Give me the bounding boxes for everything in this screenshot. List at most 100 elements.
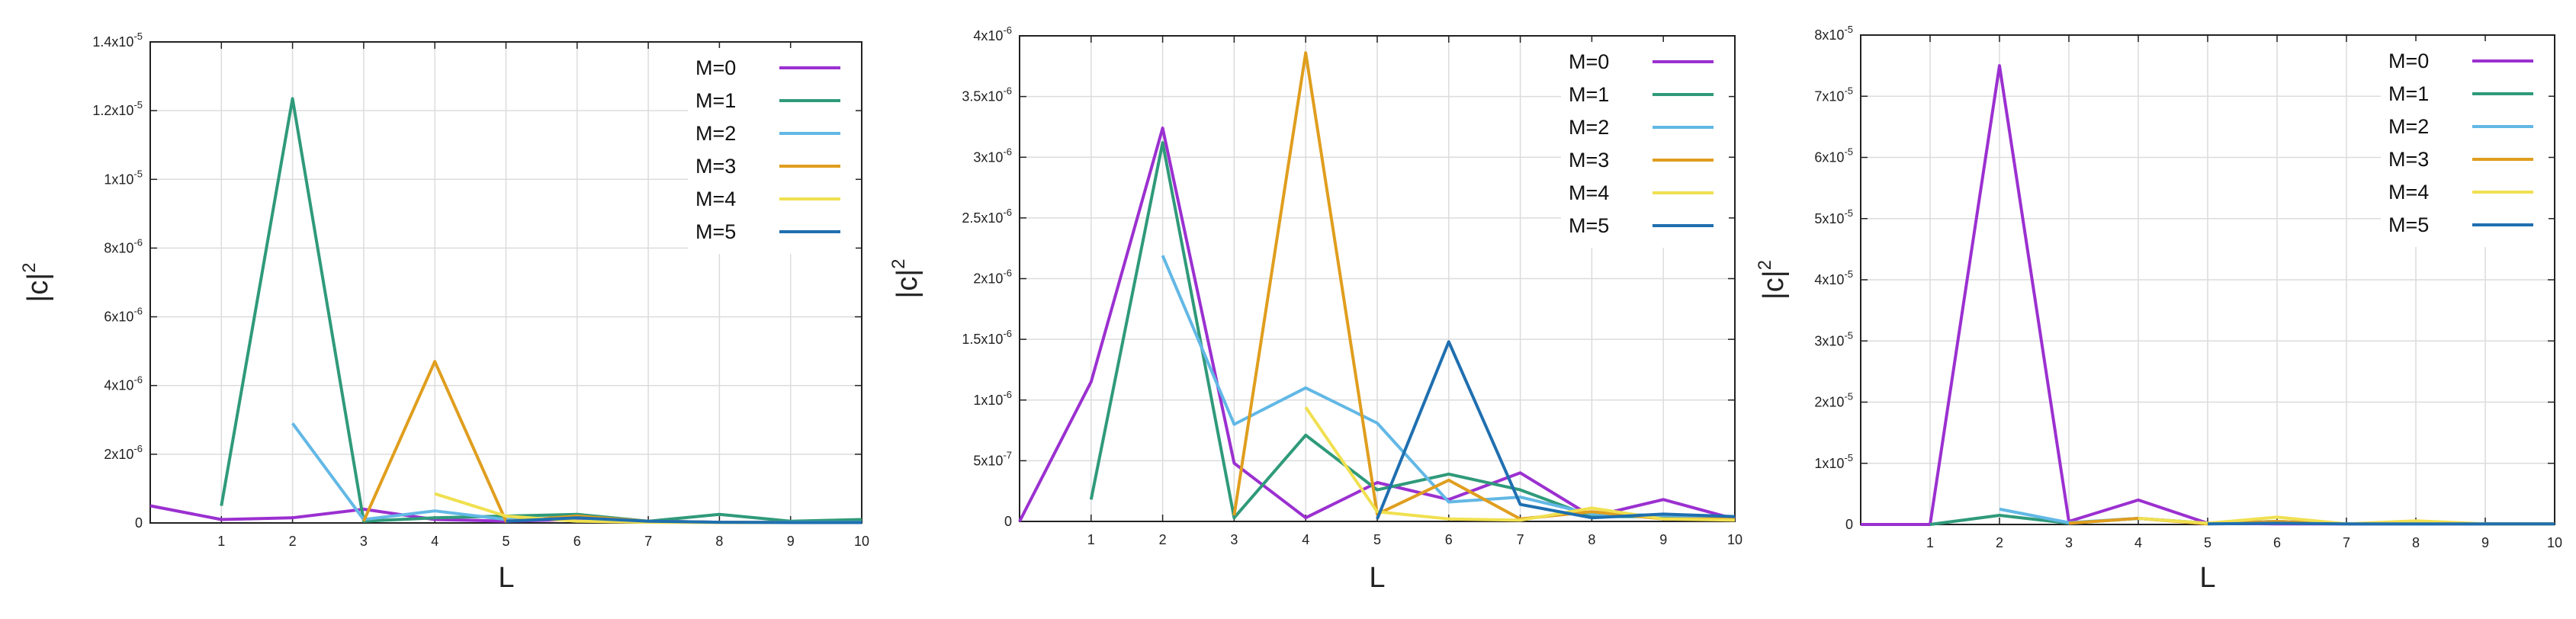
y-tick-label-base: 1.4x10 — [92, 34, 133, 50]
x-tick-label: 2 — [289, 534, 297, 549]
y-axis-title-base: |c| — [22, 273, 54, 303]
x-tick-label: 4 — [1302, 532, 1309, 547]
x-tick-label: 8 — [1588, 532, 1595, 547]
legend-background — [2381, 41, 2549, 247]
x-axis-title: L — [498, 562, 514, 594]
y-tick-label-base: 1x10 — [1814, 456, 1844, 471]
y-tick-label-exponent: -5 — [133, 168, 143, 179]
x-tick-label: 1 — [1087, 532, 1095, 547]
y-tick-label: 3.5x10-6 — [962, 85, 1012, 104]
y-tick-label-base: 1x10 — [104, 172, 133, 187]
y-tick-label-exponent: -5 — [1844, 85, 1853, 96]
y-tick-label-base: 2x10 — [104, 447, 133, 462]
y-tick-label-base: 3x10 — [1814, 333, 1844, 348]
chart-panel-2: 1 2 3 4 5 6 7 8 9 1005x10-71x10-61.5x10-62x10-62.… — [888, 24, 1742, 594]
series-line-m5 — [2207, 521, 2555, 526]
y-tick-label-exponent: -6 — [133, 306, 143, 317]
y-tick-label-exponent: -6 — [1003, 146, 1012, 157]
y-tick-label-exponent: -6 — [1003, 24, 1012, 36]
x-tick-label: 10 — [2547, 535, 2562, 550]
legend: M=0 M=1 M=2 M=3 M=4 M=5 — [2381, 41, 2549, 247]
y-tick-label-base: 0 — [135, 515, 143, 531]
y-tick-label-exponent: -5 — [133, 99, 143, 111]
y-tick-label: 2.5x10-6 — [962, 207, 1012, 226]
x-tick-label: 10 — [1727, 532, 1742, 547]
x-tick-label: 7 — [1517, 532, 1524, 547]
y-tick-label: 7x10-5 — [1814, 85, 1853, 104]
y-tick-label: 1.4x10-5 — [92, 30, 143, 50]
y-tick-label: 5x10-5 — [1814, 207, 1853, 226]
legend: M=0 M=1 M=2 M=3 M=4 M=5 — [688, 48, 856, 254]
series-line-m5 — [506, 516, 862, 524]
y-tick-label-base: 7x10 — [1814, 88, 1844, 104]
y-tick-label-exponent: -5 — [1844, 207, 1853, 219]
legend-label: M=1 — [2388, 82, 2429, 105]
y-axis-title-base: |c| — [891, 269, 923, 299]
y-tick-label-exponent: -6 — [133, 443, 143, 454]
y-tick-label: 5x10-7 — [973, 449, 1012, 468]
y-tick-label-base: 3.5x10 — [962, 89, 1003, 104]
y-tick-label-base: 4x10 — [104, 378, 133, 393]
legend-label: M=3 — [695, 155, 736, 178]
y-tick-label: 0 — [1845, 517, 1853, 532]
legend-background — [688, 48, 856, 254]
y-tick-label-exponent: -6 — [1003, 85, 1012, 97]
x-tick-label: 1 — [1926, 535, 1934, 550]
x-tick-label: 5 — [2204, 535, 2211, 550]
y-tick-label-exponent: -7 — [1003, 449, 1012, 460]
x-tick-label: 8 — [715, 534, 723, 549]
x-tick-label: 7 — [2343, 535, 2350, 550]
y-axis-title: |c|2 — [888, 258, 923, 298]
y-tick-label-exponent: -6 — [1003, 328, 1012, 339]
y-tick-label-base: 8x10 — [104, 240, 133, 255]
legend-label: M=4 — [1569, 181, 1609, 204]
x-tick-label: 6 — [573, 534, 581, 549]
y-tick-label-exponent: -6 — [1003, 268, 1012, 279]
chart-panel-1: 1 2 3 4 5 6 7 8 9 1002x10-64x10-66x10-68x10-61x10… — [19, 30, 869, 594]
y-axis-title: |c|2 — [19, 262, 54, 302]
legend-label: M=0 — [1569, 50, 1609, 73]
x-tick-label: 4 — [2134, 535, 2142, 550]
y-axis-title: |c|2 — [1755, 260, 1790, 300]
y-tick-label-base: 6x10 — [1814, 150, 1844, 165]
y-tick-label-exponent: -6 — [133, 374, 143, 386]
x-tick-label: 7 — [644, 534, 652, 549]
y-tick-label-base: 4x10 — [973, 28, 1003, 43]
y-tick-label: 2x10-6 — [104, 443, 143, 462]
series-line-m1 — [220, 97, 862, 523]
legend-label: M=2 — [2388, 115, 2429, 138]
x-tick-label: 8 — [2412, 535, 2420, 550]
y-tick-label: 6x10-6 — [104, 306, 143, 325]
y-tick-label: 3x10-5 — [1814, 329, 1853, 348]
legend-label: M=3 — [2388, 148, 2429, 171]
y-tick-label-base: 1x10 — [973, 393, 1003, 408]
legend-label: M=2 — [1569, 116, 1609, 139]
y-tick-label-base: 8x10 — [1814, 27, 1844, 43]
y-tick-label-base: 5x10 — [1814, 211, 1844, 226]
x-tick-label: 3 — [2065, 535, 2073, 550]
legend-label: M=2 — [695, 122, 736, 145]
x-tick-label: 3 — [360, 534, 368, 549]
y-tick-label-base: 1.5x10 — [962, 332, 1003, 347]
y-tick-label: 1x10-6 — [973, 389, 1012, 408]
legend-label: M=0 — [695, 56, 736, 79]
legend-label: M=1 — [1569, 83, 1609, 106]
y-tick-label-exponent: -6 — [1003, 389, 1012, 400]
y-tick-label: 1x10-5 — [1814, 452, 1853, 471]
y-tick-label-base: 0 — [1004, 514, 1012, 529]
y-tick-label-exponent: -5 — [1844, 329, 1853, 341]
y-tick-label-exponent: -5 — [1844, 146, 1853, 158]
y-tick-label-exponent: -5 — [1844, 268, 1853, 280]
y-tick-label-base: 2x10 — [1814, 395, 1844, 410]
y-tick-label-exponent: -5 — [133, 30, 143, 42]
y-tick-label: 8x10-5 — [1814, 24, 1853, 43]
legend-label: M=4 — [695, 188, 736, 210]
legend-label: M=4 — [2388, 181, 2429, 204]
x-tick-label: 1 — [217, 534, 225, 549]
y-tick-label-base: 2.5x10 — [962, 210, 1003, 226]
x-tick-label: 4 — [431, 534, 438, 549]
series-line-m5 — [1376, 340, 1736, 520]
legend-background — [1561, 42, 1729, 248]
y-axis-title-base: |c| — [1758, 270, 1790, 300]
